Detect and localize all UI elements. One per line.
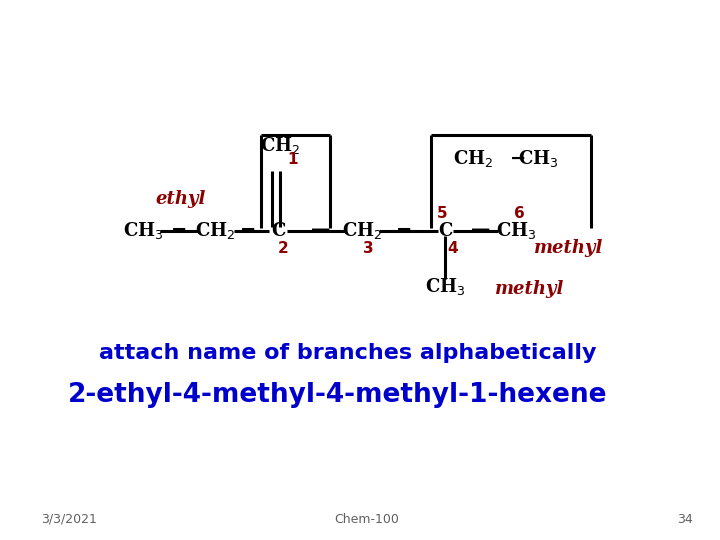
Text: −: − — [510, 148, 526, 168]
Text: 1: 1 — [287, 152, 297, 167]
Text: CH$_3$: CH$_3$ — [123, 220, 163, 241]
Text: 5: 5 — [437, 206, 448, 221]
Text: C: C — [438, 222, 453, 240]
Text: Chem-100: Chem-100 — [335, 512, 400, 525]
Text: CH$_2$: CH$_2$ — [453, 148, 493, 168]
Text: 6: 6 — [513, 206, 524, 221]
Text: methyl: methyl — [495, 280, 564, 298]
Text: 34: 34 — [677, 512, 693, 525]
Text: CH$_3$: CH$_3$ — [518, 148, 558, 168]
Text: attach name of branches alphabetically: attach name of branches alphabetically — [99, 343, 596, 363]
Text: 4: 4 — [447, 241, 458, 256]
Text: 3: 3 — [363, 241, 373, 256]
Text: —: — — [310, 220, 330, 239]
Text: −: − — [395, 220, 412, 239]
Text: −: − — [240, 220, 256, 239]
Text: 2: 2 — [278, 241, 289, 256]
Text: CH$_2$: CH$_2$ — [261, 135, 301, 156]
Text: −: − — [171, 220, 187, 239]
Text: 3/3/2021: 3/3/2021 — [41, 512, 97, 525]
Text: C: C — [271, 222, 286, 240]
Text: ethyl: ethyl — [156, 191, 206, 208]
Text: CH$_2$: CH$_2$ — [342, 220, 382, 241]
Text: CH$_2$: CH$_2$ — [195, 220, 235, 241]
Text: 2-ethyl-4-methyl-4-methyl-1-hexene: 2-ethyl-4-methyl-4-methyl-1-hexene — [68, 382, 607, 408]
Text: CH$_3$: CH$_3$ — [496, 220, 536, 241]
Text: CH$_3$: CH$_3$ — [425, 276, 466, 297]
Text: —: — — [471, 220, 490, 239]
Text: methyl: methyl — [534, 239, 603, 258]
